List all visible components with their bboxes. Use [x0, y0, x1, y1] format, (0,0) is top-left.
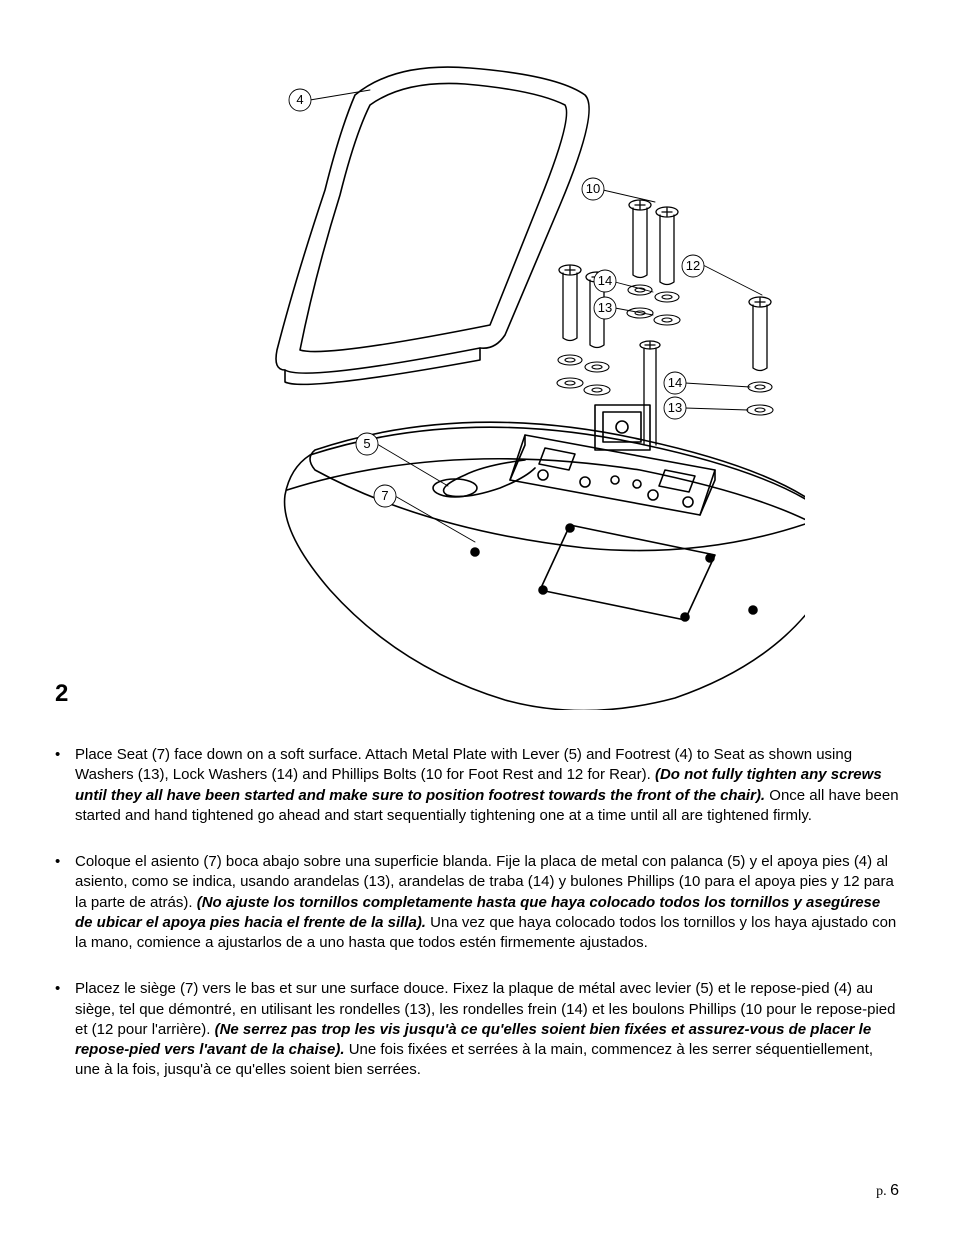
callout-14b: 14 — [665, 373, 685, 393]
page-container: 4 10 12 14 13 14 13 5 7 2 • Place Seat (… — [0, 0, 954, 1235]
callout-14a: 14 — [595, 271, 615, 291]
page-footer: p. 6 — [876, 1182, 899, 1200]
callout-12: 12 — [683, 256, 703, 276]
callout-5: 5 — [357, 434, 377, 454]
bullet-icon: • — [55, 745, 75, 765]
callout-7: 7 — [375, 486, 395, 506]
instructions-section: • Place Seat (7) face down on a soft sur… — [55, 745, 899, 1107]
step-number: 2 — [55, 680, 68, 708]
bullet-icon: • — [55, 852, 75, 872]
callout-13a: 13 — [595, 298, 615, 318]
bullet-icon: • — [55, 979, 75, 999]
callout-4: 4 — [290, 90, 310, 110]
callout-10: 10 — [583, 179, 603, 199]
page-number: 6 — [890, 1182, 899, 1199]
callout-13b: 13 — [665, 398, 685, 418]
instruction-fr: • Placez le siège (7) vers le bas et sur… — [55, 979, 899, 1080]
assembly-diagram: 4 10 12 14 13 14 13 5 7 — [55, 50, 899, 705]
instruction-es: • Coloque el asiento (7) boca abajo sobr… — [55, 852, 899, 953]
page-prefix: p. — [876, 1184, 890, 1199]
diagram-svg — [165, 50, 805, 710]
instruction-en: • Place Seat (7) face down on a soft sur… — [55, 745, 899, 826]
